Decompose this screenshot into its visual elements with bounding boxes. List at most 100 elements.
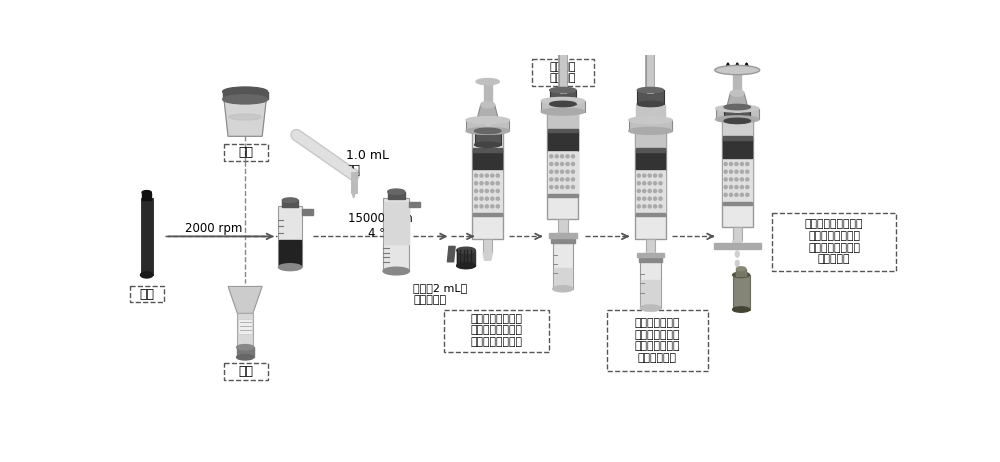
Bar [733,275,750,310]
Polygon shape [726,93,748,109]
Ellipse shape [496,182,499,185]
Bar [548,131,578,150]
Bar [722,119,753,227]
Ellipse shape [555,163,558,165]
Ellipse shape [475,189,478,193]
Bar [140,198,153,275]
Ellipse shape [730,186,733,188]
Ellipse shape [388,189,405,195]
Bar [473,148,502,152]
Ellipse shape [480,205,483,208]
Text: 吸取样本溶液直
至达到取样刻度
线后继续吸取一
定量空气进入: 吸取样本溶液直 至达到取样刻度 线后继续吸取一 定量空气进入 [635,318,680,363]
Ellipse shape [571,186,574,188]
Bar [548,194,578,197]
Ellipse shape [278,264,302,271]
Ellipse shape [475,174,478,177]
Ellipse shape [142,190,151,195]
Ellipse shape [237,355,254,360]
Bar [714,243,761,249]
Bar [548,152,578,194]
Ellipse shape [659,189,662,193]
Ellipse shape [724,186,727,188]
Bar [551,237,574,243]
Ellipse shape [541,108,585,115]
Ellipse shape [282,198,298,202]
Bar [553,241,573,289]
Ellipse shape [223,87,268,96]
Polygon shape [640,5,661,20]
Ellipse shape [746,186,749,188]
Bar [641,280,660,306]
Ellipse shape [550,101,576,107]
Bar [636,150,665,170]
Bar [559,0,567,20]
Bar [278,206,302,267]
Bar [636,213,665,216]
Ellipse shape [648,182,651,185]
Bar [647,0,654,5]
Ellipse shape [571,178,574,181]
Bar [223,91,268,99]
Text: 取下密封塞和硅胶
塞，并将推杆安装
至固相萃取柱内部: 取下密封塞和硅胶 塞，并将推杆安装 至固相萃取柱内部 [470,314,522,347]
Ellipse shape [476,79,499,85]
Bar [302,209,313,215]
Ellipse shape [735,260,739,267]
Bar [237,346,254,357]
Ellipse shape [485,189,488,193]
Bar [640,260,661,308]
Ellipse shape [496,205,499,208]
Ellipse shape [643,174,646,177]
Ellipse shape [491,197,494,200]
Bar [444,310,549,352]
Ellipse shape [637,182,640,185]
Ellipse shape [555,170,558,173]
Ellipse shape [637,197,640,200]
Ellipse shape [466,117,509,124]
Bar [483,239,492,253]
Bar [550,90,576,104]
Ellipse shape [746,193,749,196]
Ellipse shape [383,267,409,275]
Ellipse shape [485,182,488,185]
Bar [473,150,502,170]
Ellipse shape [550,178,553,181]
Text: 预填装2 mL乙
腈的离心管: 预填装2 mL乙 腈的离心管 [413,283,468,305]
Bar [279,240,301,265]
Ellipse shape [654,189,657,193]
Text: 将推杆缓慢往下压，
同时弃去前几滴过
滤液，收集后续滤
液完成制样: 将推杆缓慢往下压， 同时弃去前几滴过 滤液，收集后续滤 液完成制样 [805,219,863,264]
Ellipse shape [561,155,564,158]
Ellipse shape [629,117,672,124]
Polygon shape [483,253,492,260]
Ellipse shape [485,174,488,177]
Bar [142,193,151,200]
Ellipse shape [556,17,570,23]
Bar [473,171,502,213]
Ellipse shape [466,128,509,134]
Ellipse shape [659,182,662,185]
Bar [736,269,746,276]
Ellipse shape [571,155,574,158]
Bar [475,131,501,145]
Bar [733,227,742,241]
Ellipse shape [491,205,494,208]
Ellipse shape [716,105,759,112]
Ellipse shape [571,163,574,165]
Ellipse shape [740,178,743,181]
Ellipse shape [736,267,746,271]
Ellipse shape [724,104,750,109]
Bar [130,286,164,302]
Ellipse shape [648,197,651,200]
Bar [224,144,268,161]
Bar [473,213,502,216]
Ellipse shape [740,163,743,165]
Ellipse shape [637,101,664,107]
Ellipse shape [541,97,585,104]
Bar [484,82,492,105]
Ellipse shape [237,345,254,350]
Ellipse shape [735,251,739,257]
Bar [723,121,752,136]
Ellipse shape [475,205,478,208]
Ellipse shape [561,170,564,173]
Ellipse shape [480,174,483,177]
Ellipse shape [740,186,743,188]
